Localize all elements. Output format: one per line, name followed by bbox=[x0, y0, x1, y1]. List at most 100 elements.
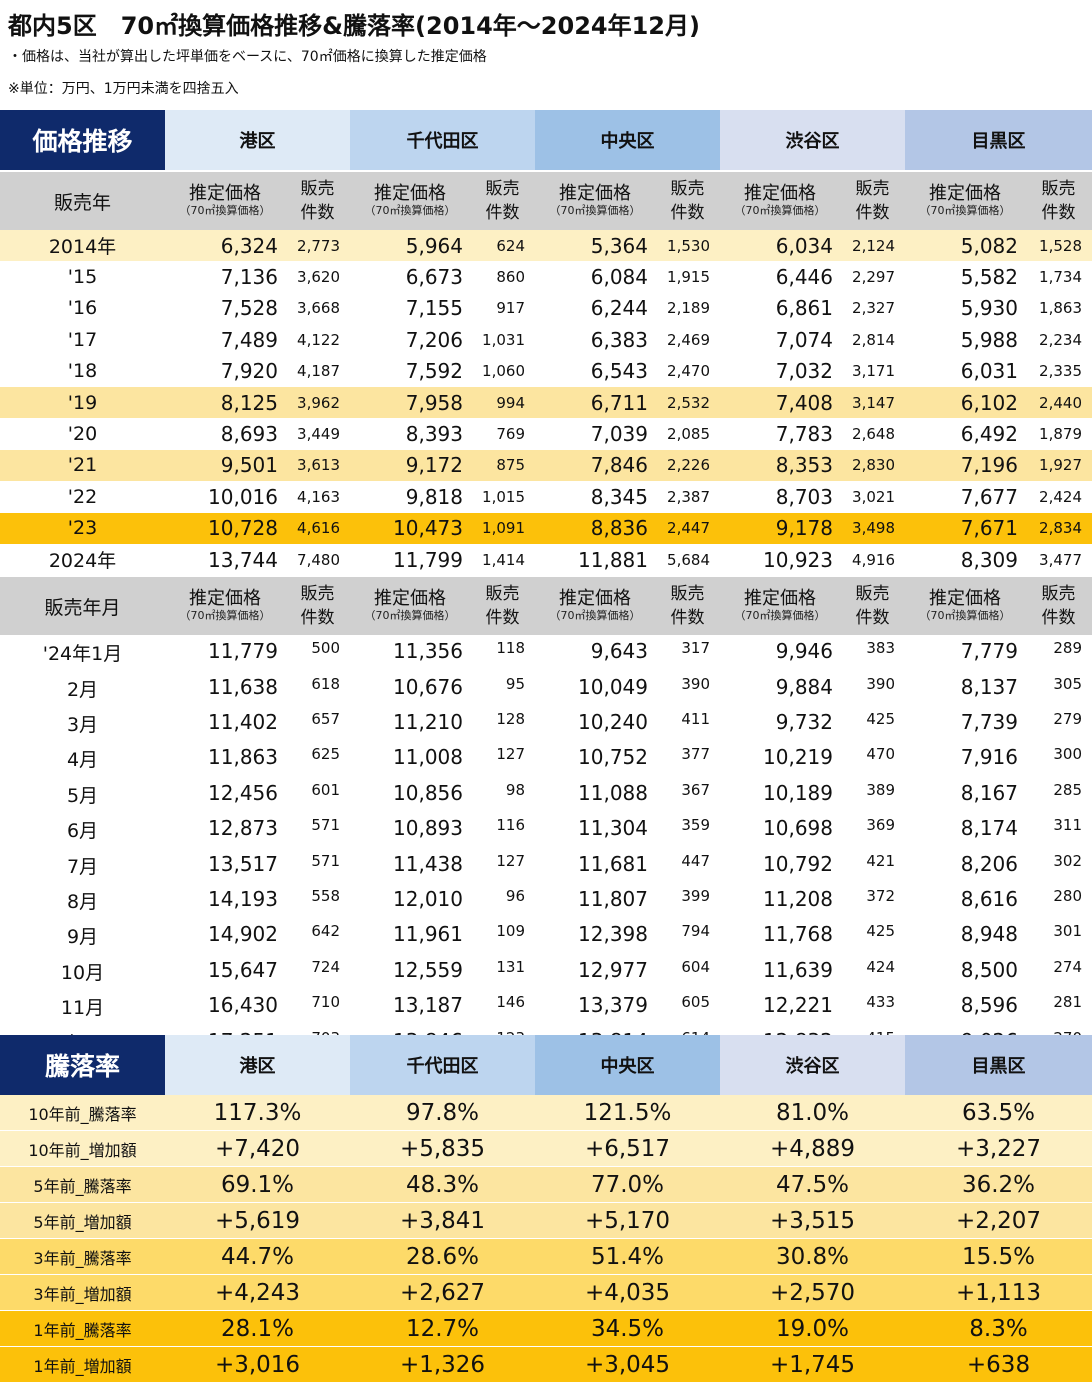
period-cell: 3月 bbox=[66, 714, 99, 737]
count-cell: 875 bbox=[470, 449, 535, 482]
price-cell: 7,592 bbox=[405, 359, 463, 384]
rate-district-header-meguro: 目黒区 bbox=[905, 1035, 1092, 1095]
count-header-line1: 販売 bbox=[300, 179, 335, 199]
count-cell: 571 bbox=[311, 851, 340, 870]
count-header-line1: 販売 bbox=[670, 584, 705, 605]
price-cell: 7,489 bbox=[220, 327, 278, 352]
rate-district-header-chiyoda: 千代田区 bbox=[350, 1035, 535, 1095]
price-header-sub: （70㎡換算価格） bbox=[179, 204, 271, 217]
period-cell: 8月 bbox=[66, 891, 99, 914]
monthly-row: 7月 13,517 571 11,438 127 11,681 447 10,792 421 8,… bbox=[0, 848, 1092, 883]
period-cell: '20 bbox=[67, 423, 98, 446]
rate-district-header-chuo: 中央区 bbox=[535, 1035, 720, 1095]
rate-value-cell: 77.0% bbox=[535, 1166, 720, 1203]
count-cell: 618 bbox=[311, 674, 340, 693]
price-column-header: 推定価格 （70㎡換算価格） bbox=[720, 577, 840, 636]
rate-value-cell: 34.5% bbox=[535, 1310, 720, 1347]
count-cell: 1,927 bbox=[1025, 449, 1092, 482]
price-cell: 14,193 bbox=[208, 887, 278, 912]
rate-row: 10年前_増加額 +7,420 +5,835 +6,517 +4,889 +3,227 bbox=[0, 1130, 1092, 1167]
annual-row: '15 7,136 3,620 6,673 860 6,084 1,915 6,446 2,29… bbox=[0, 261, 1092, 292]
count-cell: 4,916 bbox=[852, 550, 895, 569]
count-cell: 2,124 bbox=[840, 230, 905, 262]
price-cell: 10,728 bbox=[165, 512, 285, 544]
price-cell: 10,752 bbox=[578, 745, 648, 770]
price-cell: 11,863 bbox=[208, 745, 278, 770]
price-header-main: 推定価格 bbox=[189, 588, 261, 610]
count-cell: 604 bbox=[681, 957, 710, 976]
count-column-header: 販売 件数 bbox=[1025, 172, 1092, 230]
price-cell: 7,136 bbox=[220, 265, 278, 290]
annual-row: '23 10,728 4,616 10,473 1,091 8,836 2,447 9,178… bbox=[0, 512, 1092, 544]
count-cell: 1,530 bbox=[655, 230, 720, 262]
count-column-header: 販売 件数 bbox=[655, 172, 720, 230]
price-cell: 6,446 bbox=[775, 265, 833, 290]
price-cell: 9,178 bbox=[720, 512, 840, 544]
count-cell: 3,477 bbox=[1039, 550, 1082, 569]
count-cell: 2,814 bbox=[852, 330, 895, 349]
count-cell: 2,387 bbox=[667, 487, 710, 506]
count-cell: 289 bbox=[1053, 639, 1082, 658]
count-column-header: 販売 件数 bbox=[840, 577, 905, 636]
period-cell: '22 bbox=[67, 485, 98, 508]
count-cell: 274 bbox=[1053, 957, 1082, 976]
period-cell: 2014年 bbox=[0, 230, 165, 262]
price-cell: 7,739 bbox=[960, 710, 1018, 735]
rate-value-cell: +2,627 bbox=[350, 1274, 535, 1311]
count-cell: 5,684 bbox=[667, 550, 710, 569]
price-cell: 6,492 bbox=[960, 422, 1018, 447]
count-cell: 317 bbox=[681, 639, 710, 658]
count-column-header: 販売 件数 bbox=[470, 172, 535, 230]
period-cell: 2024年 bbox=[48, 550, 117, 573]
price-header-sub: （70㎡換算価格） bbox=[919, 609, 1011, 623]
period-cell: '21 bbox=[0, 449, 165, 482]
rate-value-cell: 117.3% bbox=[165, 1095, 350, 1131]
price-cell: 11,807 bbox=[578, 887, 648, 912]
price-cell: 6,031 bbox=[960, 359, 1018, 384]
monthly-row: 4月 11,863 625 11,008 127 10,752 377 10,219 470 7,… bbox=[0, 741, 1092, 776]
price-cell: 8,167 bbox=[960, 780, 1018, 805]
price-cell: 10,698 bbox=[763, 816, 833, 841]
count-cell: 3,021 bbox=[852, 487, 895, 506]
count-cell: 421 bbox=[866, 851, 895, 870]
district-header-meguro: 目黒区 bbox=[905, 110, 1092, 170]
count-cell: 2,327 bbox=[852, 299, 895, 318]
annual-row: 2014年 6,324 2,773 5,964 624 5,364 1,530 6,034 2,… bbox=[0, 230, 1092, 262]
price-cell: 13,517 bbox=[208, 851, 278, 876]
count-cell: 769 bbox=[496, 425, 525, 444]
count-header-line2: 件数 bbox=[855, 608, 890, 629]
price-header-sub: （70㎡換算価格） bbox=[364, 204, 456, 217]
period-cell: 9月 bbox=[66, 926, 99, 949]
rate-district-header-minato: 港区 bbox=[165, 1035, 350, 1095]
price-cell: 13,187 bbox=[393, 993, 463, 1018]
count-header-line1: 販売 bbox=[300, 584, 335, 605]
price-cell: 8,693 bbox=[220, 422, 278, 447]
monthly-row: 9月 14,902 642 11,961 109 12,398 794 11,768 425 8,… bbox=[0, 918, 1092, 953]
period-cell: '15 bbox=[67, 266, 98, 289]
count-cell: 411 bbox=[681, 710, 710, 729]
count-header-line1: 販売 bbox=[1041, 179, 1076, 199]
price-column-header: 推定価格 （70㎡換算価格） bbox=[535, 172, 655, 230]
rate-value-cell: 30.8% bbox=[720, 1238, 905, 1275]
count-cell: 1,734 bbox=[1039, 268, 1082, 287]
price-cell: 8,393 bbox=[405, 422, 463, 447]
price-cell: 11,681 bbox=[578, 851, 648, 876]
rate-value-cell: 121.5% bbox=[535, 1095, 720, 1131]
count-cell: 367 bbox=[681, 780, 710, 799]
price-header-sub: （70㎡換算価格） bbox=[179, 609, 271, 623]
rate-value-cell: 12.7% bbox=[350, 1310, 535, 1347]
monthly-row: 2月 11,638 618 10,676 95 10,049 390 9,884 390 8,13… bbox=[0, 671, 1092, 706]
price-cell: 7,779 bbox=[960, 639, 1018, 664]
period-cell: 5月 bbox=[66, 784, 99, 807]
count-cell: 3,498 bbox=[840, 512, 905, 544]
count-cell: 116 bbox=[496, 816, 525, 835]
page-title: 都内5区 70㎡換算価格推移&騰落率(2014年～2024年12月) bbox=[8, 12, 700, 40]
count-cell: 3,613 bbox=[285, 449, 350, 482]
price-cell: 7,408 bbox=[720, 386, 840, 419]
price-cell: 7,032 bbox=[775, 359, 833, 384]
count-cell: 2,234 bbox=[1039, 330, 1082, 349]
price-cell: 10,473 bbox=[350, 512, 470, 544]
price-cell: 6,244 bbox=[590, 296, 648, 321]
price-cell: 8,125 bbox=[165, 386, 285, 419]
count-cell: 96 bbox=[505, 887, 525, 906]
